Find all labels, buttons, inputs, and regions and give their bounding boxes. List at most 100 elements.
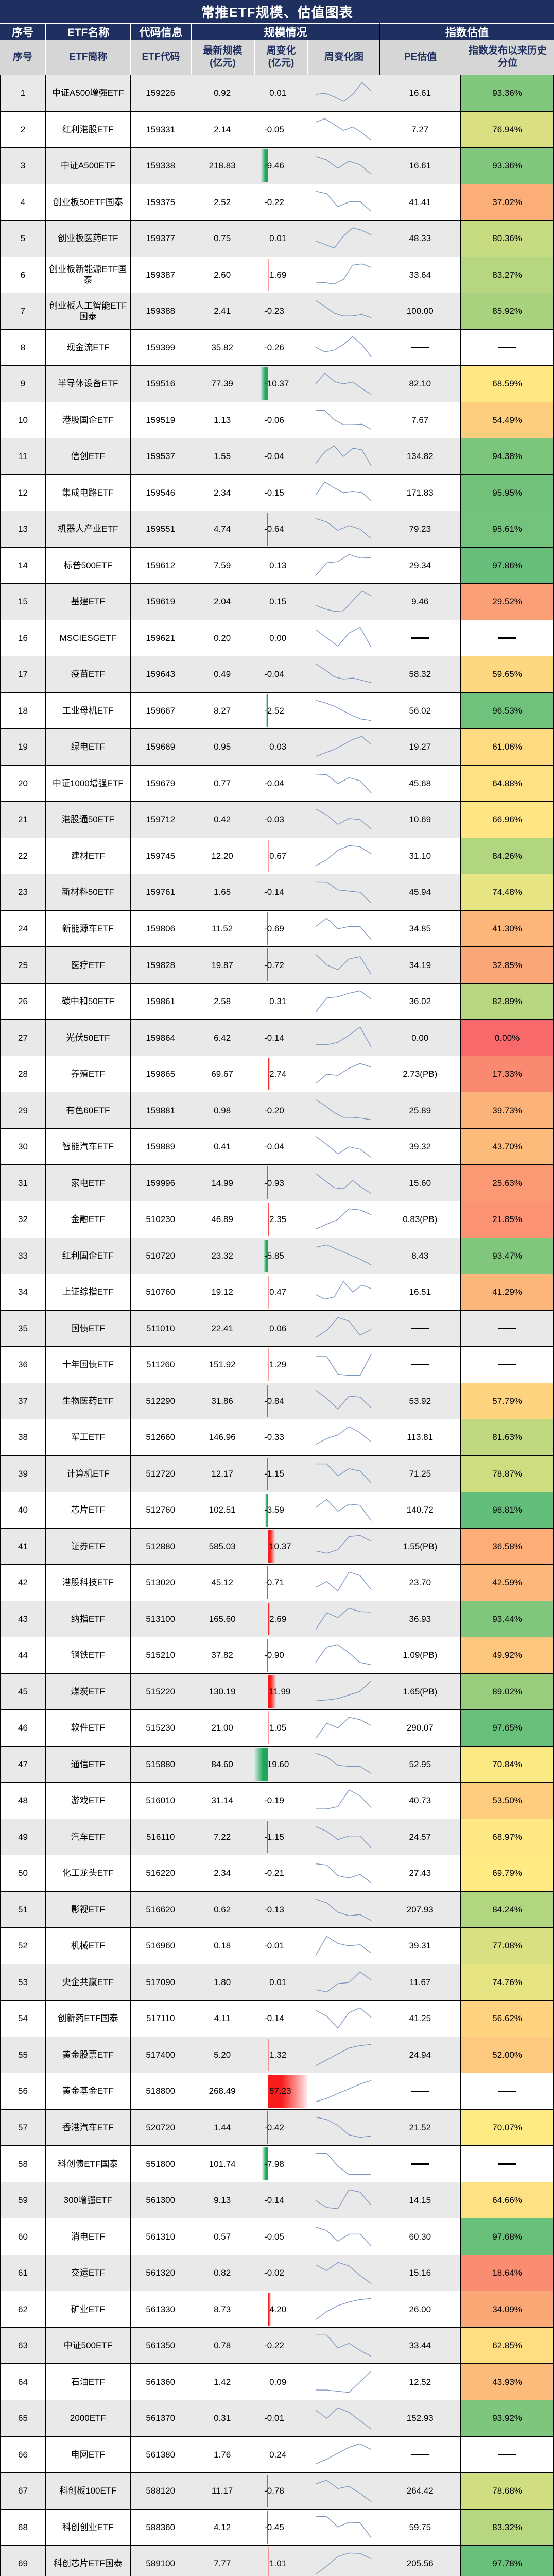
latest-scale: 2.04 (191, 584, 254, 620)
historical-percentile: 82.89% (461, 983, 554, 1020)
table-row: 44 钢铁ETF 515210 37.82 -0.90 1.09(PB) 49.92% (1, 1637, 554, 1674)
pe-valuation: 1.09(PB) (379, 1637, 461, 1673)
missing-value-dash (410, 2453, 429, 2455)
table-body: 1 中证A500增强ETF 159226 0.92 0.01 16.61 93.36% 2 红利… (0, 75, 554, 2576)
table-row: 66 电网ETF 561380 1.76 0.24 (1, 2436, 554, 2473)
row-number: 63 (1, 2327, 46, 2364)
pe-valuation: 39.31 (379, 1928, 461, 1964)
pe-valuation: 11.67 (379, 1964, 461, 2001)
weekly-change-cell: 1.05 (254, 1710, 308, 1746)
table-row: 16 MSCIESGETF 159621 0.20 0.00 (1, 620, 554, 657)
row-number: 66 (1, 2436, 46, 2473)
historical-percentile: 36.58% (461, 1528, 554, 1565)
weekly-trend-sparkline-cell (307, 1128, 380, 1165)
historical-percentile: 98.81% (461, 1492, 554, 1528)
trend-sparkline (315, 1208, 372, 1229)
weekly-change-value: 1.01 (269, 2558, 287, 2569)
latest-scale: 1.42 (191, 2364, 254, 2400)
historical-percentile: 70.84% (461, 1746, 554, 1783)
table-row: 53 央企共赢ETF 517090 1.80 0.01 11.67 74.76% (1, 1964, 554, 2001)
group-header-valuation-section: 指数估值 (379, 23, 554, 40)
historical-percentile: 64.66% (461, 2182, 554, 2218)
missing-value-dash (498, 1364, 517, 1366)
weekly-change-cell: -0.90 (254, 1637, 308, 1673)
table-row: 60 消电ETF 561310 0.57 -0.05 60.30 97.68% (1, 2218, 554, 2255)
historical-percentile: 57.79% (461, 1383, 554, 1419)
positive-change-bar (268, 2293, 271, 2326)
latest-scale: 0.49 (191, 656, 254, 692)
row-number: 5 (1, 221, 46, 257)
etf-name: 有色60ETF (45, 1092, 131, 1128)
negative-change-bar (267, 1639, 268, 1672)
weekly-trend-sparkline-cell (307, 620, 380, 656)
column-header-spark: 周变化图 (307, 40, 379, 75)
historical-percentile: 39.73% (461, 1092, 554, 1128)
latest-scale: 2.52 (191, 184, 254, 221)
negative-change-bar (267, 1166, 268, 1199)
weekly-trend-sparkline-cell (307, 584, 380, 620)
weekly-trend-sparkline-cell (307, 2109, 380, 2146)
weekly-trend-sparkline-cell (307, 111, 380, 148)
etf-code: 159996 (130, 1165, 191, 1201)
historical-percentile: 96.53% (461, 692, 554, 729)
weekly-trend-sparkline-cell (307, 1310, 380, 1347)
latest-scale: 1.80 (191, 1964, 254, 2001)
etf-name: 汽车ETF (45, 1819, 131, 1855)
negative-change-bar (267, 1566, 268, 1599)
negative-change-bar (267, 912, 268, 945)
latest-scale: 2.14 (191, 111, 254, 148)
pe-valuation: 0.00 (379, 1020, 461, 1056)
weekly-change-cell: -0.72 (254, 947, 308, 983)
etf-name: 创业板人工智能ETF国泰 (45, 293, 131, 329)
weekly-change-cell: -0.26 (254, 329, 308, 366)
pe-valuation: 41.25 (379, 2001, 461, 2037)
row-number: 64 (1, 2364, 46, 2400)
historical-percentile: 78.87% (461, 1455, 554, 1492)
pe-valuation: 71.25 (379, 1455, 461, 1492)
etf-name: 计算机ETF (45, 1455, 131, 1492)
trend-sparkline (315, 2443, 372, 2465)
etf-code: 512290 (130, 1383, 191, 1419)
table-row: 13 机器人产业ETF 159551 4.74 -0.64 79.23 95.61% (1, 511, 554, 548)
trend-sparkline (315, 1353, 372, 1376)
weekly-trend-sparkline-cell (307, 2255, 380, 2291)
row-number: 54 (1, 2001, 46, 2037)
etf-code: 513100 (130, 1601, 191, 1637)
trend-sparkline (315, 917, 372, 940)
row-number: 58 (1, 2146, 46, 2182)
trend-sparkline (315, 808, 372, 829)
historical-percentile (461, 620, 554, 656)
historical-percentile: 41.29% (461, 1274, 554, 1310)
table-row: 6 创业板新能源ETF国泰 159387 2.60 1.69 33.64 83.27% (1, 257, 554, 294)
negative-change-bar (267, 2511, 268, 2544)
latest-scale: 2.41 (191, 293, 254, 329)
weekly-change-value: -0.15 (264, 487, 284, 498)
latest-scale: 4.11 (191, 2001, 254, 2037)
weekly-change-value: -5.85 (264, 1250, 284, 1261)
weekly-change-value: -10.37 (264, 379, 289, 389)
weekly-change-value: 11.99 (269, 1686, 291, 1697)
table-row: 47 通信ETF 515880 84.60 -19.60 52.95 70.84% (1, 1746, 554, 1783)
etf-code: 516110 (130, 1819, 191, 1855)
etf-name: 香港汽车ETF (45, 2109, 131, 2146)
weekly-change-cell: -0.14 (254, 2182, 308, 2218)
missing-value-dash (410, 637, 429, 639)
table-row: 22 建材ETF 159745 12.20 0.67 31.10 84.26% (1, 838, 554, 875)
table-row: 8 现金流ETF 159399 35.82 -0.26 (1, 329, 554, 366)
table-row: 65 2000ETF 561370 0.31 -0.01 152.93 93.92% (1, 2400, 554, 2437)
weekly-change-value: 0.15 (269, 597, 287, 607)
pe-valuation: 0.83(PB) (379, 1201, 461, 1238)
positive-change-bar (268, 839, 269, 873)
table-row: 1 中证A500增强ETF 159226 0.92 0.01 16.61 93.36% (1, 75, 554, 112)
historical-percentile: 80.36% (461, 221, 554, 257)
positive-change-bar (268, 1530, 275, 1563)
row-number: 20 (1, 765, 46, 802)
pe-valuation: 33.44 (379, 2327, 461, 2364)
trend-sparkline (315, 2480, 372, 2502)
etf-name: 300增强ETF (45, 2182, 131, 2218)
weekly-change-value: 0.06 (269, 1323, 287, 1333)
table-row: 36 十年国债ETF 511260 151.92 1.29 (1, 1347, 554, 1383)
etf-code: 512880 (130, 1528, 191, 1565)
latest-scale: 7.59 (191, 547, 254, 584)
